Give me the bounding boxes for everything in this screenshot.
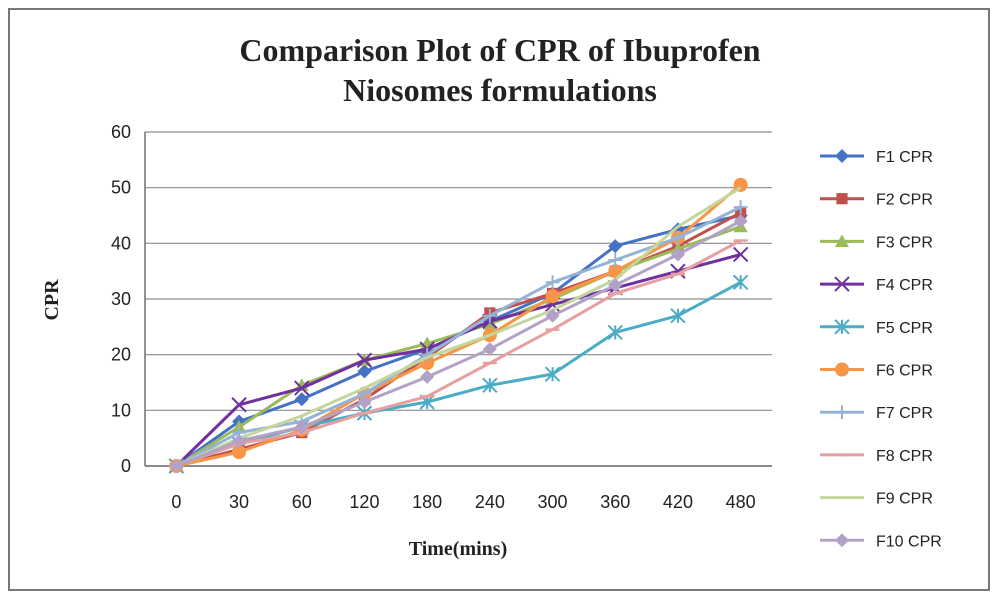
legend-entry: F4 CPR <box>820 276 933 294</box>
series-line <box>175 253 741 468</box>
data-point <box>545 308 560 323</box>
plot-area <box>168 177 749 474</box>
x-tick-label: 480 <box>726 492 756 512</box>
data-point <box>733 200 748 215</box>
data-point <box>732 274 749 291</box>
data-point <box>357 394 372 409</box>
legend-entry: F3 CPR <box>820 234 933 251</box>
x-tick-label: 120 <box>349 492 379 512</box>
legend-label: F3 CPR <box>876 234 933 251</box>
data-point <box>545 275 560 290</box>
y-tick-label: 30 <box>111 289 131 309</box>
legend-entry: F2 CPR <box>820 192 933 209</box>
data-point <box>835 533 849 548</box>
y-axis-label: CPR <box>41 279 63 321</box>
data-point <box>294 380 310 396</box>
data-point <box>545 289 560 304</box>
x-axis-label: Time(mins) <box>409 538 508 560</box>
legend-entry: F9 CPR <box>820 491 933 508</box>
chart-title-line-1: Comparison Plot of CPR of Ibuprofen <box>239 32 761 68</box>
legend-label: F9 CPR <box>876 491 933 508</box>
data-point <box>294 420 309 435</box>
legend-label: F1 CPR <box>876 149 933 166</box>
x-tick-label: 360 <box>600 492 630 512</box>
y-tick-labels: 0 10 20 30 40 50 60 <box>111 122 131 476</box>
legend-entry: F5 CPR <box>820 319 933 337</box>
x-tick-label: 60 <box>292 492 312 512</box>
y-tick-label: 60 <box>111 122 131 142</box>
data-point <box>670 230 685 245</box>
data-point <box>482 377 498 393</box>
data-point <box>608 278 623 293</box>
chart-title-line-2: Niosomes formulations <box>343 72 657 108</box>
data-point <box>232 445 247 460</box>
data-point <box>732 246 749 263</box>
data-point <box>231 397 247 413</box>
legend-label: F6 CPR <box>876 363 933 380</box>
legend-entry: F10 CPR <box>820 533 942 550</box>
x-tick-labels: 0 30 60 120 180 240 300 360 420 480 <box>171 492 755 512</box>
data-point <box>482 342 497 357</box>
data-point <box>670 307 686 324</box>
series-line <box>175 239 742 468</box>
legend-label: F2 CPR <box>876 192 933 209</box>
x-tick-label: 0 <box>171 492 181 512</box>
data-point <box>733 214 748 229</box>
data-point <box>835 362 849 377</box>
grid-lines <box>144 131 772 467</box>
y-tick-label: 50 <box>111 178 131 198</box>
data-point <box>608 253 623 268</box>
data-point <box>420 369 435 384</box>
series-line <box>175 186 742 468</box>
data-point <box>834 276 850 292</box>
series-8 <box>169 239 748 468</box>
y-tick-label: 40 <box>111 233 131 253</box>
data-point <box>544 366 561 382</box>
x-tick-label: 300 <box>538 492 568 512</box>
data-point <box>357 364 372 379</box>
y-tick-label: 10 <box>111 400 131 420</box>
data-point <box>169 459 184 473</box>
data-point <box>835 149 849 163</box>
x-tick-label: 30 <box>229 492 249 512</box>
x-tick-label: 240 <box>475 492 505 512</box>
data-point <box>482 308 497 323</box>
x-tick-label: 420 <box>663 492 693 512</box>
y-tick-label: 0 <box>121 456 131 476</box>
data-point <box>232 433 247 448</box>
data-point <box>836 193 848 205</box>
series-line <box>175 183 742 468</box>
x-tick-label: 180 <box>412 492 442 512</box>
data-point <box>835 234 849 247</box>
data-point <box>607 324 623 341</box>
series-line <box>175 219 742 468</box>
data-point <box>835 405 849 420</box>
data-point <box>834 319 850 335</box>
legend-label: F8 CPR <box>876 448 933 465</box>
data-point <box>356 352 373 368</box>
legend-entry: F8 CPR <box>820 448 933 465</box>
legend: F1 CPR F2 CPR F3 CPR F4 CPR F5 CPR F6 CPR F7 C… <box>820 149 942 550</box>
chart-title: Comparison Plot of CPR of Ibuprofen Nios… <box>150 30 850 110</box>
legend-label: F10 CPR <box>876 533 942 550</box>
data-point <box>482 317 497 330</box>
legend-label: F4 CPR <box>876 277 933 294</box>
series-10 <box>169 214 748 473</box>
legend-entry: F6 CPR <box>820 362 933 380</box>
data-point <box>608 239 623 254</box>
y-tick-label: 20 <box>111 345 131 365</box>
data-point <box>294 392 309 407</box>
data-point <box>670 247 685 262</box>
legend-label: F7 CPR <box>876 405 933 422</box>
legend-entry: F7 CPR <box>820 405 933 422</box>
legend-entry: F1 CPR <box>820 149 933 166</box>
series-9 <box>175 186 742 468</box>
legend-label: F5 CPR <box>876 320 933 337</box>
